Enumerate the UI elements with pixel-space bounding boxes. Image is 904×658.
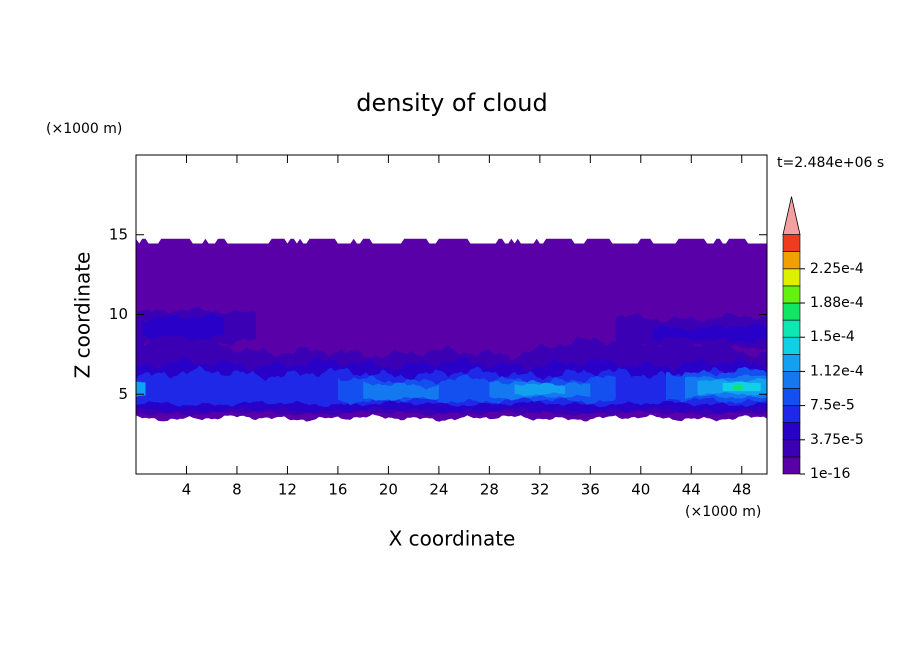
colorbar-label: 1.12e-4 <box>810 363 864 379</box>
colorbar-extend <box>782 196 801 236</box>
contour-region <box>363 381 439 401</box>
colorbar-label: 1.88e-4 <box>810 295 864 311</box>
colorbar-band <box>782 319 801 338</box>
colorbar-band <box>782 268 801 287</box>
contour-region <box>136 381 146 397</box>
x-tick-label: 44 <box>682 481 701 499</box>
contour-region <box>732 384 743 390</box>
colorbar-band <box>782 251 801 270</box>
x-unit: (×1000 m) <box>685 504 761 520</box>
colorbar-band <box>782 388 801 406</box>
x-tick-label: 12 <box>278 481 297 499</box>
contour-region <box>337 374 616 406</box>
colorbar-band <box>782 439 801 458</box>
x-tick-label: 36 <box>581 481 600 499</box>
colorbar-band <box>782 422 801 441</box>
colorbar-band <box>782 353 801 372</box>
colorbar-band <box>782 234 801 253</box>
x-tick-label: 32 <box>530 481 549 499</box>
colorbar-label: 3.75e-5 <box>810 432 864 448</box>
colorbar-label: 7.5e-5 <box>810 398 855 414</box>
y-tick-label: 5 <box>118 385 128 403</box>
y-axis-label: Z coordinate <box>71 252 95 379</box>
contour-region <box>142 313 225 341</box>
x-tick-label: 8 <box>232 481 242 499</box>
colorbar-band <box>782 302 801 321</box>
colorbar-label: 2.25e-4 <box>810 261 864 277</box>
colorbar-band <box>782 371 801 389</box>
colorbar-label: 1.5e-4 <box>810 329 855 345</box>
colorbar-band <box>782 336 801 355</box>
x-tick-label: 48 <box>732 481 751 499</box>
y-tick-label: 10 <box>109 305 128 323</box>
time-annotation: t=2.484e+06 s <box>777 155 884 171</box>
y-tick-label: 15 <box>109 225 128 243</box>
x-tick-label: 24 <box>429 481 448 499</box>
x-tick-label: 16 <box>328 481 347 499</box>
colorbar-band <box>782 285 801 304</box>
contour-field <box>136 238 767 422</box>
x-axis-label: X coordinate <box>389 527 516 551</box>
colorbar-label: 1e-16 <box>810 466 850 482</box>
colorbar-band <box>782 405 801 424</box>
x-tick-label: 40 <box>631 481 650 499</box>
x-tick-label: 20 <box>379 481 398 499</box>
y-unit: (×1000 m) <box>46 121 122 137</box>
contour-region <box>653 323 767 344</box>
chart-title: density of cloud <box>356 89 547 117</box>
colorbar-band <box>782 456 801 475</box>
x-tick-label: 28 <box>480 481 499 499</box>
x-tick-label: 4 <box>182 481 192 499</box>
contour-region <box>514 382 566 397</box>
